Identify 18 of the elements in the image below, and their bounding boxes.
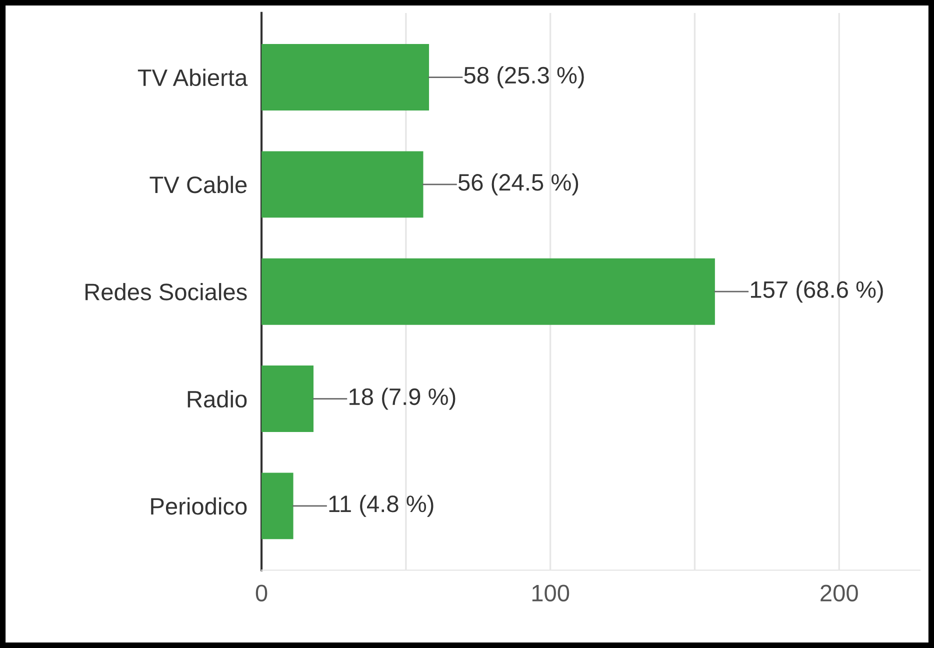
- y-tick-label: TV Abierta: [138, 68, 248, 86]
- x-tick-label: 200: [820, 584, 858, 602]
- data-label: 56 (24.5 %): [458, 173, 578, 196]
- bar: [262, 472, 294, 540]
- x-tick-label: 100: [532, 584, 570, 602]
- x-tick-label: 0: [256, 584, 268, 602]
- data-label: 157 (68.6 %): [750, 280, 883, 303]
- bar: [262, 258, 715, 325]
- data-label: 58 (25.3 %): [464, 66, 584, 88]
- y-tick-label: Radio: [188, 390, 247, 408]
- y-tick-label: TV Cable: [150, 176, 247, 194]
- data-label: 18 (7.9 %): [350, 388, 456, 410]
- y-tick-label: Periodico: [151, 497, 247, 515]
- bar: [262, 151, 424, 218]
- y-tick-label: Redes Sociales: [86, 283, 247, 300]
- data-label: 11 (4.8 %): [329, 494, 434, 517]
- bar: [262, 44, 430, 110]
- bar: [262, 366, 314, 432]
